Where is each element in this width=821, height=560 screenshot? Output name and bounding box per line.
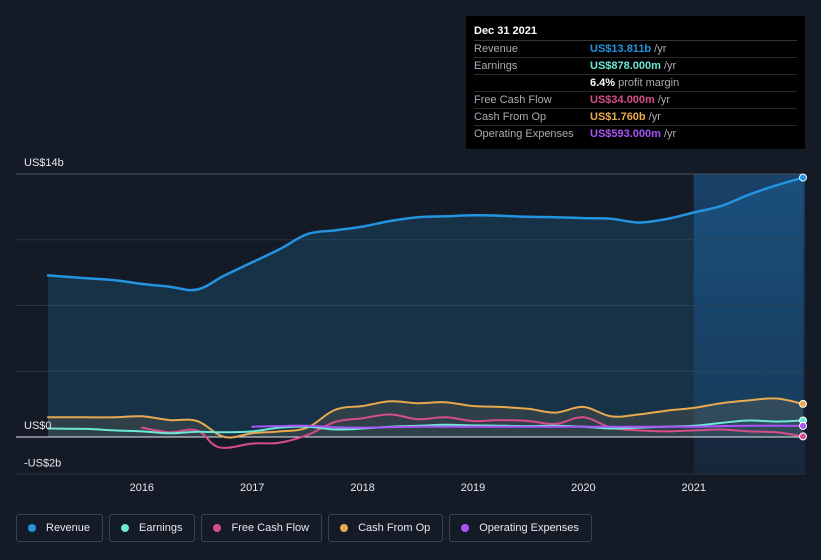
tooltip-row-value: 6.4% (590, 77, 616, 89)
legend-item-free-cash-flow[interactable]: Free Cash Flow (201, 514, 323, 542)
series-area-revenue (48, 177, 803, 437)
series-line-operating-expenses (251, 424, 804, 429)
tooltip-row-value: US$13.811b (590, 43, 652, 55)
tooltip-row-unit: /yr (663, 128, 677, 140)
tooltip-row-label: Cash From Op (474, 111, 547, 123)
legend-item-earnings[interactable]: Earnings (109, 514, 196, 542)
series-endpoint-revenue (799, 173, 807, 182)
tooltip-row: Revenue US$13.811b/yr (474, 41, 797, 58)
tooltip-row-value: US$878.000m (590, 60, 661, 72)
y-tick-label: US$14b (24, 157, 64, 169)
tooltip-row-label: Earnings (474, 60, 518, 72)
tooltip: Dec 31 2021 Revenue US$13.811b/yr Earnings… (466, 16, 805, 149)
legend-label: Earnings (139, 522, 183, 534)
legend-dot-icon (121, 524, 130, 532)
tooltip-row-unit: /yr (648, 111, 661, 123)
x-tick-label: 2018 (350, 482, 374, 494)
legend-label: Revenue (46, 522, 91, 534)
x-tick-label: 2020 (571, 482, 595, 494)
tooltip-row: Operating Expenses US$593.000m/yr (474, 126, 797, 142)
tooltip-row: Cash From Op US$1.760b/yr (474, 109, 797, 126)
y-tick-label: -US$2b (24, 458, 61, 470)
legend-item-cash-from-op[interactable]: Cash From Op (328, 514, 444, 542)
tooltip-row-label: Operating Expenses (474, 128, 574, 140)
legend-dot-icon (461, 524, 470, 532)
tooltip-row-label (474, 75, 590, 91)
legend-item-revenue[interactable]: Revenue (16, 514, 104, 542)
legend-dot-icon (213, 524, 222, 532)
series-line-revenue (46, 176, 805, 292)
legend-label: Operating Expenses (479, 522, 579, 534)
tooltip-row-label: Free Cash Flow (474, 94, 552, 106)
tooltip-row-label: Revenue (474, 43, 519, 55)
tooltip-row-unit: /yr (663, 60, 677, 72)
tooltip-row: 6.4% profit margin (474, 75, 797, 92)
series-endpoint-cash-from-op (799, 399, 807, 408)
legend-item-operating-expenses[interactable]: Operating Expenses (449, 514, 592, 542)
legend-dot-icon (28, 524, 36, 532)
x-tick-label: 2016 (130, 482, 154, 494)
tooltip-row-value: US$593.000m (590, 128, 661, 140)
tooltip-row-unit: profit margin (618, 77, 680, 89)
y-tick-label: US$0 (24, 420, 52, 432)
tooltip-row-unit: /yr (654, 43, 667, 55)
legend-dot-icon (340, 524, 349, 532)
series-endpoint-free-cash-flow (799, 432, 807, 441)
series-line-cash-from-op (47, 397, 804, 439)
legend-label: Cash From Op (358, 522, 431, 534)
x-tick-label: 2019 (461, 482, 485, 494)
tooltip-row-value: US$34.000m (590, 94, 655, 106)
tooltip-row: Free Cash Flow US$34.000m/yr (474, 92, 797, 109)
tooltip-row-unit: /yr (657, 94, 671, 106)
tooltip-date: Dec 31 2021 (474, 23, 797, 41)
tooltip-row: Earnings US$878.000m/yr (474, 58, 797, 75)
x-tick-label: 2017 (240, 482, 264, 494)
legend: Revenue Earnings Free Cash Flow Cash From O… (16, 514, 592, 542)
x-tick-label: 2021 (681, 482, 705, 494)
tooltip-row-value: US$1.760b (590, 111, 646, 123)
series-line-free-cash-flow (140, 413, 804, 449)
series-endpoint-operating-expenses (799, 421, 807, 430)
chart: US$14b US$0 -US$2b 2016 2017 2018 2019 2020 2021 (16, 157, 807, 494)
legend-label: Free Cash Flow (231, 522, 310, 534)
